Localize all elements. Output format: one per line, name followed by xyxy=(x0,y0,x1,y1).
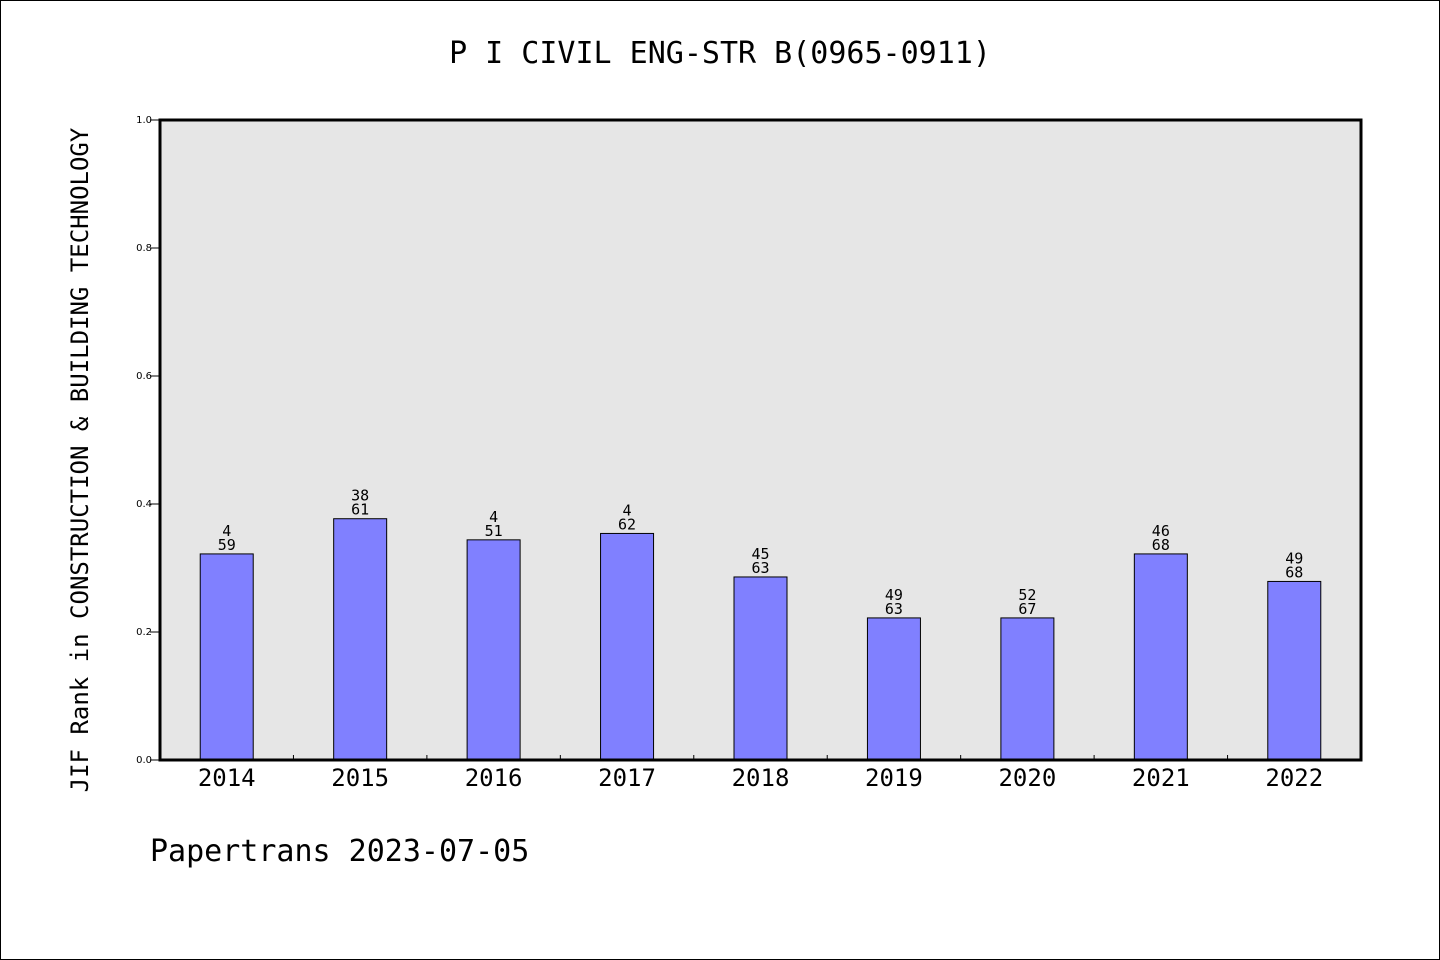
x-tick-label: 2017 xyxy=(598,764,656,792)
bar xyxy=(733,576,788,761)
bar xyxy=(600,532,655,761)
y-tick-label: 0.6 xyxy=(136,371,152,382)
bar-label: 49 xyxy=(885,586,903,604)
bar-label: 63 xyxy=(751,559,769,577)
bar-label: 4 xyxy=(623,501,632,519)
y-tick-label: 0.0 xyxy=(136,755,152,766)
x-tick-label: 2018 xyxy=(732,764,790,792)
bar-label: 68 xyxy=(1152,536,1170,554)
y-tick-label: 1.0 xyxy=(136,115,152,126)
bar-label: 46 xyxy=(1152,522,1170,540)
bar xyxy=(1133,553,1188,761)
y-tick-label: 0.8 xyxy=(136,243,152,254)
bar xyxy=(199,553,254,761)
bar-label: 68 xyxy=(1285,563,1303,581)
bar-label: 63 xyxy=(885,600,903,618)
bar xyxy=(1267,580,1322,761)
bar xyxy=(466,539,521,761)
x-tick-label: 2019 xyxy=(865,764,923,792)
y-tick-label: 0.4 xyxy=(136,499,152,510)
x-tick-label: 2022 xyxy=(1265,764,1323,792)
chart-title: P I CIVIL ENG-STR B(0965-0911) xyxy=(449,36,991,71)
footer-credit: Papertrans 2023-07-05 xyxy=(150,834,530,869)
bar xyxy=(1000,617,1055,761)
bar-label: 52 xyxy=(1018,586,1036,604)
bar-label: 38 xyxy=(351,487,369,505)
bar-label: 4 xyxy=(489,508,498,526)
x-tick-label: 2014 xyxy=(198,764,256,792)
bar xyxy=(333,518,388,761)
x-tick-label: 2016 xyxy=(465,764,523,792)
bar-label: 49 xyxy=(1285,549,1303,567)
plot-border xyxy=(158,118,1363,762)
bar-label: 62 xyxy=(618,515,636,533)
bar-label: 67 xyxy=(1018,600,1036,618)
bar-label: 59 xyxy=(218,536,236,554)
bar-label: 4 xyxy=(222,522,231,540)
bar-label: 61 xyxy=(351,501,369,519)
bar-label: 51 xyxy=(485,522,503,540)
bar xyxy=(866,617,921,761)
x-tick-label: 2015 xyxy=(331,764,389,792)
x-tick-label: 2021 xyxy=(1132,764,1190,792)
y-tick-label: 0.2 xyxy=(136,627,152,638)
x-tick-label: 2020 xyxy=(998,764,1056,792)
bar-label: 45 xyxy=(751,545,769,563)
